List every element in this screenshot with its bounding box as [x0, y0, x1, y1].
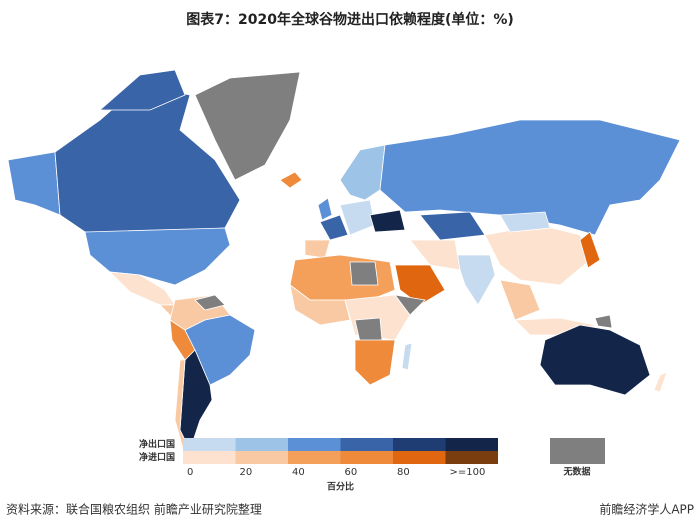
legend-bin [183, 438, 236, 451]
congo [354, 317, 383, 343]
legend-tick-label: 0 [187, 467, 193, 478]
west-africa [289, 284, 351, 326]
source: 资料来源：联合国粮农组织 前瞻产业研究院整理 [6, 502, 262, 517]
legend-bin [183, 451, 236, 464]
russia [379, 119, 681, 236]
legend-bin [445, 451, 498, 464]
legend-bin [393, 438, 446, 451]
mongolia [499, 211, 551, 233]
legend-tick-label: 20 [240, 467, 253, 478]
brand: 前瞻经济学人APP [599, 502, 694, 517]
china [484, 224, 591, 286]
australia [539, 324, 651, 396]
legend-bin [235, 438, 288, 451]
sahara-gray [349, 261, 379, 286]
japan-korea [579, 231, 601, 269]
png [594, 314, 613, 329]
greenland [194, 71, 301, 181]
legend-bin [288, 451, 341, 464]
france [319, 214, 349, 241]
scandinavia [339, 144, 386, 201]
kazakhstan [419, 211, 486, 241]
iceland [279, 171, 303, 189]
legend-bin [235, 451, 288, 464]
legend-bin [340, 451, 393, 464]
legend-tick-label: >=100 [450, 467, 486, 478]
india [454, 254, 496, 306]
iberia [304, 239, 331, 259]
legend-row-label: 净进口国 [139, 451, 175, 463]
bolivia [194, 294, 226, 311]
southern-africa [354, 339, 396, 386]
southeast-asia [499, 279, 541, 321]
usa [84, 227, 231, 286]
no-data-label: 无数据 [562, 466, 590, 478]
madagascar [401, 342, 413, 371]
legend-tick-label: 60 [345, 467, 358, 478]
legend-row-label: 净出口国 [139, 438, 175, 450]
uk [317, 197, 333, 221]
ukraine [369, 209, 406, 233]
north-africa [289, 254, 396, 301]
no-data-swatch [550, 438, 605, 464]
middle-east [409, 239, 461, 271]
legend-bin [445, 438, 498, 451]
legend-unit: 百分比 [327, 481, 354, 493]
title: 图表7：2020年全球谷物进出口依赖程度(单位：%) [186, 11, 514, 28]
new-zealand [653, 371, 668, 393]
alaska [7, 151, 61, 216]
legend-tick-label: 40 [292, 467, 305, 478]
legend-bin [288, 438, 341, 451]
horn [394, 294, 426, 316]
world-map [7, 69, 681, 453]
legend-bin [340, 438, 393, 451]
legend-bin [393, 451, 446, 464]
legend-tick-label: 80 [397, 467, 410, 478]
canada-islands [98, 69, 186, 111]
arabia [394, 264, 446, 306]
